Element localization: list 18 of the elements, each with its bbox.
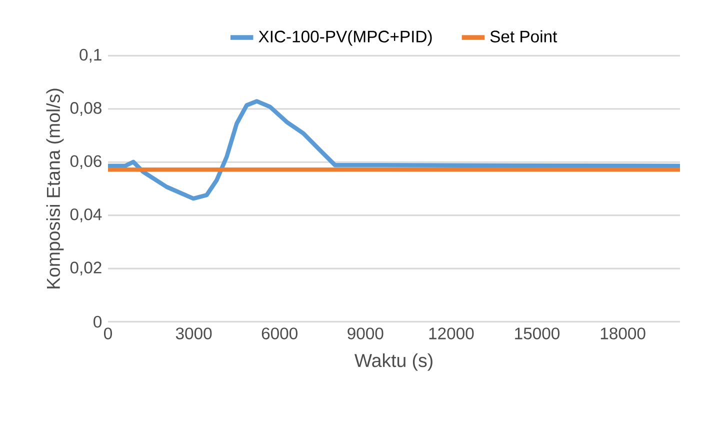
y-tick-label: 0,04: [70, 208, 102, 222]
x-tick-label: 15000: [515, 328, 560, 340]
x-tick-label: 6000: [262, 328, 298, 340]
x-axis-title: Waktu (s): [354, 353, 432, 371]
y-tick-label: 0,02: [70, 262, 102, 276]
x-tick-label: 12000: [429, 328, 474, 340]
y-tick-label: 0,1: [80, 48, 102, 63]
y-tick-label: 0: [94, 316, 102, 328]
x-tick-label: 18000: [600, 328, 646, 340]
y-axis-title: Komposisi Etana (mol/s): [46, 88, 64, 288]
y-tick-label: 0,08: [70, 102, 102, 116]
x-tick-label: 9000: [348, 328, 384, 340]
legend-label: XIC-100-PV(MPC+PID): [258, 30, 432, 46]
x-tick-label: 0: [104, 328, 112, 340]
y-tick-label: 0,06: [70, 155, 102, 170]
x-tick-label: 3000: [176, 328, 212, 340]
legend-label: Set Point: [490, 30, 558, 42]
line-series: [108, 99, 680, 201]
